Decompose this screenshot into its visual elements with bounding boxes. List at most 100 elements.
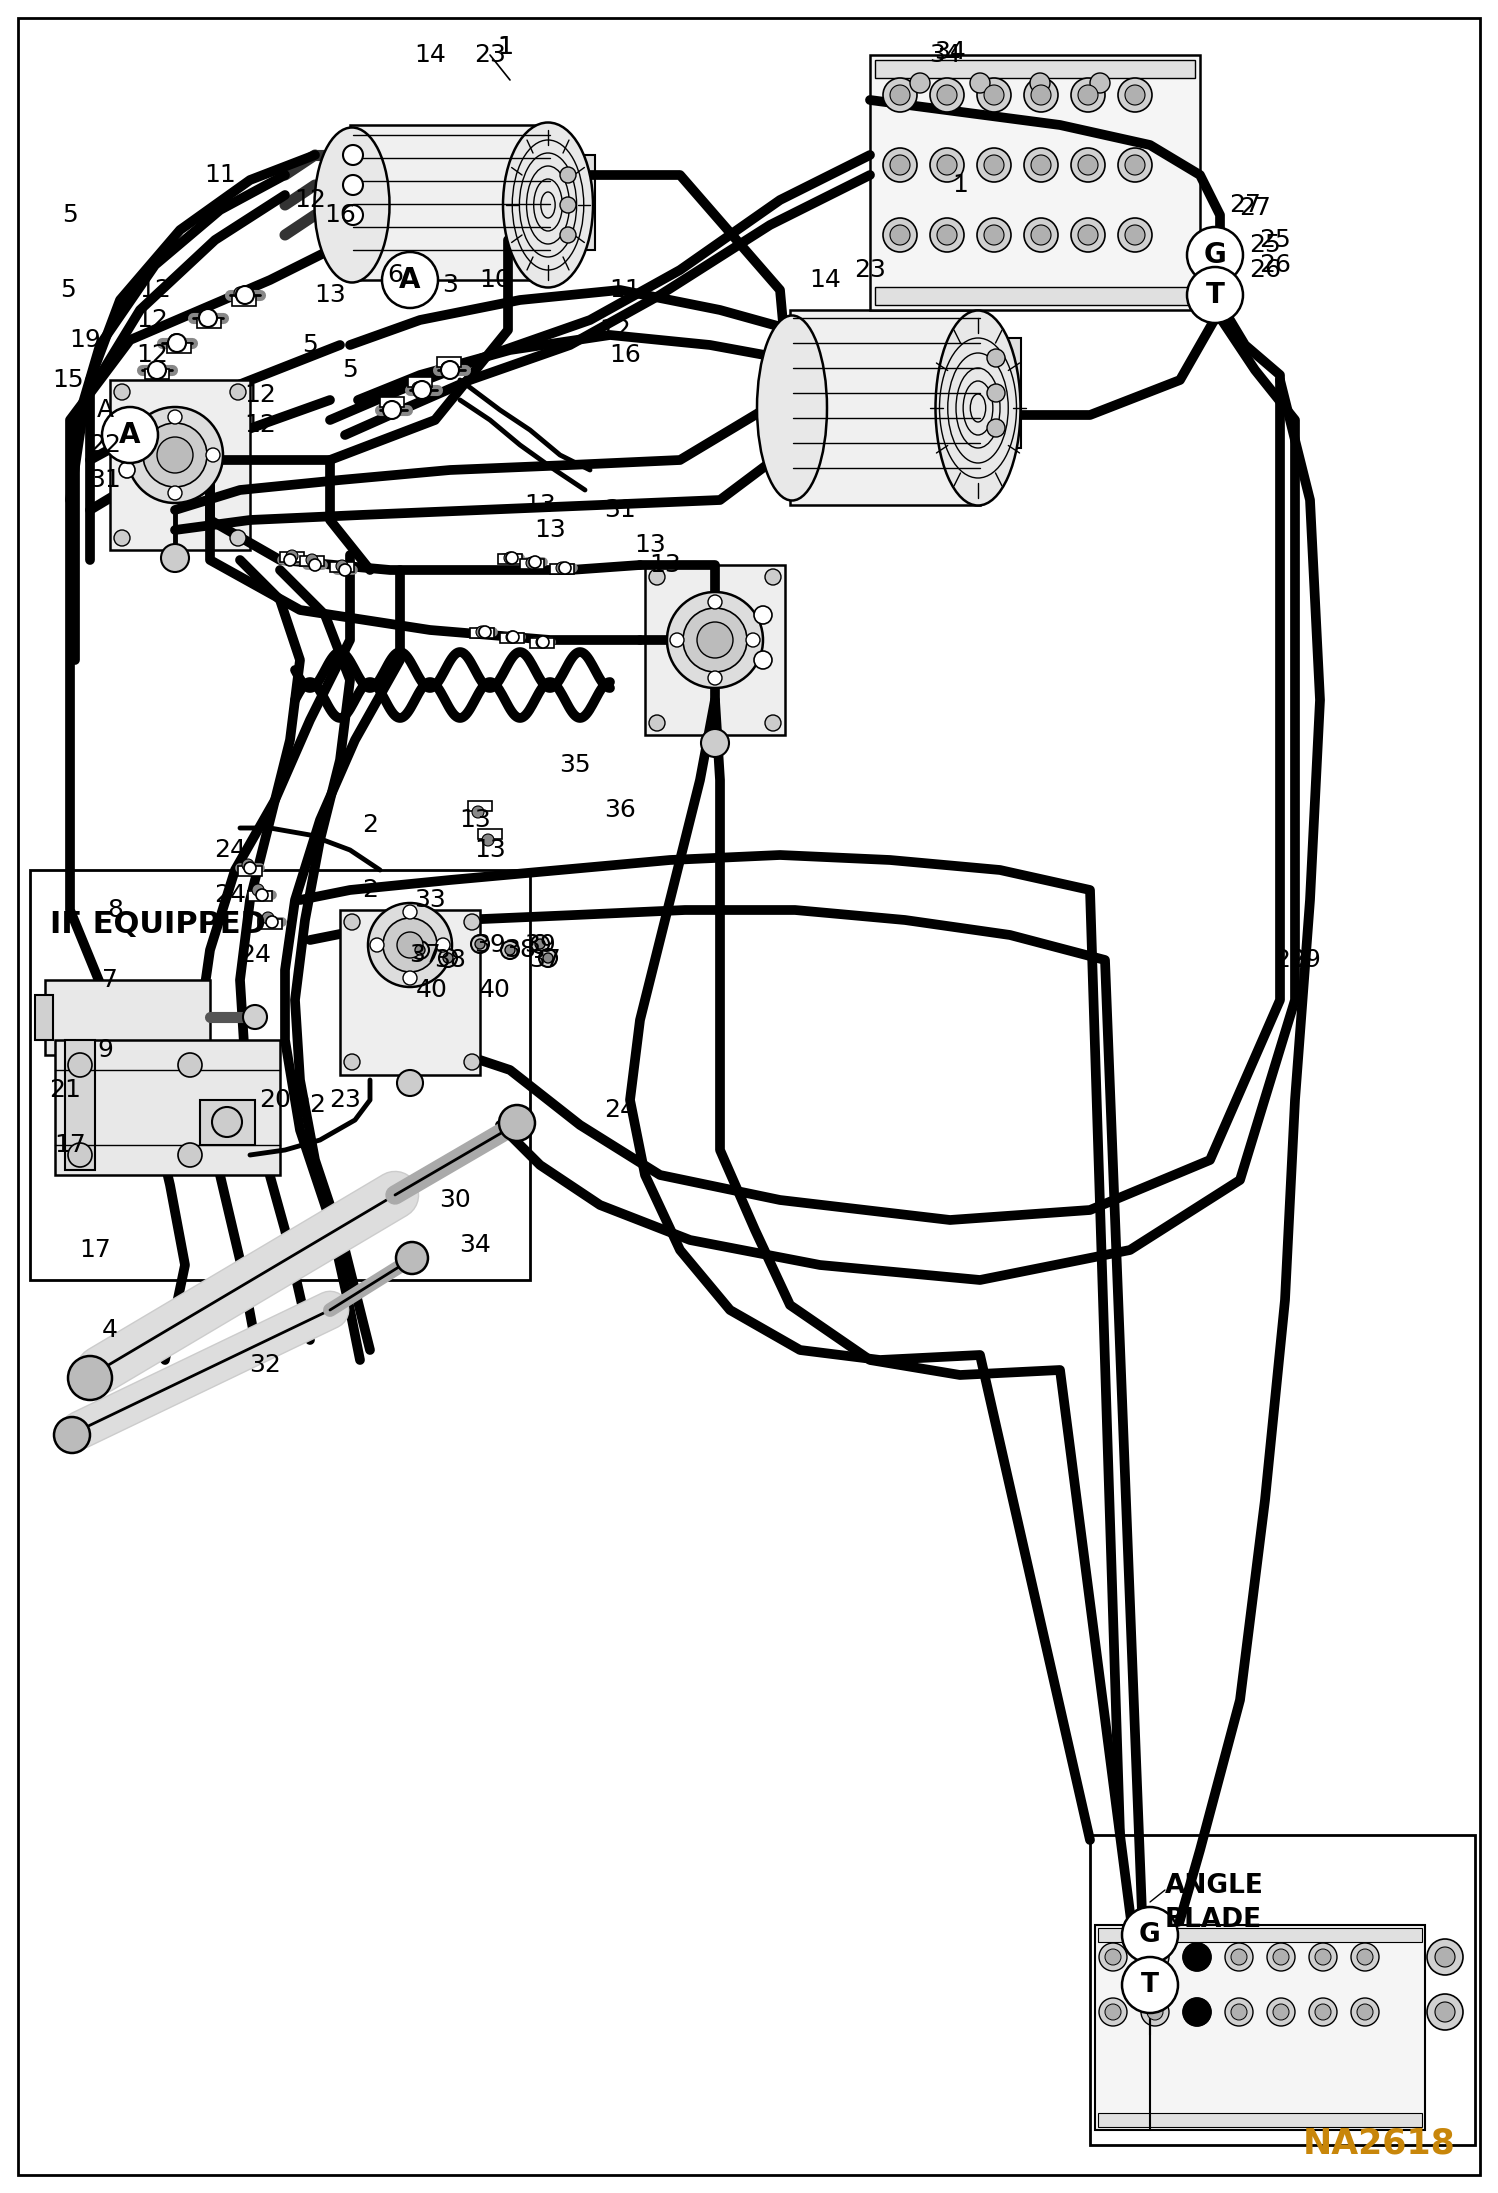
Circle shape — [1031, 72, 1050, 92]
Circle shape — [67, 1053, 91, 1077]
FancyBboxPatch shape — [238, 866, 262, 875]
Circle shape — [890, 156, 909, 175]
Circle shape — [1357, 2004, 1374, 2020]
Text: 37: 37 — [409, 943, 440, 967]
Circle shape — [114, 531, 130, 546]
Circle shape — [470, 934, 488, 954]
Text: G: G — [1203, 241, 1227, 270]
Circle shape — [178, 1053, 202, 1077]
Text: 39: 39 — [475, 932, 506, 956]
Bar — [983, 338, 1022, 447]
Text: 3: 3 — [442, 272, 458, 296]
Text: 1: 1 — [953, 173, 968, 197]
Circle shape — [339, 564, 351, 577]
Ellipse shape — [503, 123, 593, 287]
Bar — [1091, 1836, 1476, 2145]
Circle shape — [1122, 1956, 1177, 2013]
Circle shape — [765, 715, 780, 730]
Circle shape — [178, 1143, 202, 1167]
Circle shape — [930, 217, 965, 252]
Text: 31: 31 — [88, 467, 121, 491]
Circle shape — [252, 884, 264, 897]
Text: 17: 17 — [54, 1134, 85, 1158]
Circle shape — [412, 382, 424, 395]
Text: 14: 14 — [413, 44, 446, 68]
Circle shape — [336, 559, 348, 572]
Circle shape — [54, 1417, 90, 1454]
Text: 19: 19 — [69, 329, 100, 353]
Text: NA2618: NA2618 — [1302, 2125, 1455, 2160]
Text: 40: 40 — [416, 978, 448, 1002]
Text: G: G — [1138, 1921, 1161, 1947]
Circle shape — [984, 226, 1004, 246]
Circle shape — [472, 807, 484, 818]
Circle shape — [1225, 1943, 1252, 1972]
Text: 17: 17 — [79, 1239, 111, 1261]
Text: 13: 13 — [524, 493, 556, 518]
Text: 4: 4 — [102, 1318, 118, 1342]
Circle shape — [890, 226, 909, 246]
Circle shape — [1147, 1950, 1162, 1965]
Circle shape — [1315, 2004, 1332, 2020]
Circle shape — [649, 568, 665, 586]
Bar — [30, 871, 530, 1281]
Circle shape — [199, 309, 217, 327]
Text: 25: 25 — [1249, 232, 1281, 257]
Text: 11: 11 — [610, 279, 641, 303]
Circle shape — [343, 204, 363, 226]
FancyBboxPatch shape — [280, 553, 304, 561]
Circle shape — [670, 634, 685, 647]
Circle shape — [499, 1105, 535, 1140]
Bar — [875, 59, 1195, 79]
Circle shape — [1435, 1947, 1455, 1967]
Circle shape — [1309, 1943, 1338, 1972]
Circle shape — [753, 651, 771, 669]
Circle shape — [1100, 1998, 1126, 2026]
Text: 16: 16 — [324, 204, 357, 228]
Text: 5: 5 — [342, 357, 358, 382]
FancyBboxPatch shape — [550, 564, 574, 575]
Circle shape — [1106, 2004, 1121, 2020]
Text: 34: 34 — [458, 1232, 491, 1257]
Circle shape — [987, 349, 1005, 366]
Circle shape — [1273, 2004, 1288, 2020]
Circle shape — [753, 605, 771, 625]
FancyBboxPatch shape — [407, 377, 431, 386]
Circle shape — [1357, 1950, 1374, 1965]
Bar — [109, 379, 250, 550]
Text: 38: 38 — [434, 947, 466, 971]
Circle shape — [709, 671, 722, 684]
FancyBboxPatch shape — [467, 800, 491, 811]
Circle shape — [1267, 1998, 1294, 2026]
Text: 34: 34 — [935, 39, 966, 64]
Circle shape — [1118, 147, 1152, 182]
FancyBboxPatch shape — [166, 344, 190, 353]
Text: 12: 12 — [294, 189, 327, 213]
Circle shape — [343, 145, 363, 164]
Circle shape — [199, 309, 211, 320]
Circle shape — [1031, 156, 1052, 175]
Circle shape — [930, 79, 965, 112]
Text: 2: 2 — [363, 877, 377, 901]
Text: T: T — [1206, 281, 1224, 309]
Text: A: A — [96, 397, 114, 421]
Circle shape — [1231, 1950, 1246, 1965]
FancyBboxPatch shape — [196, 318, 220, 329]
Circle shape — [1189, 1950, 1204, 1965]
Circle shape — [535, 939, 545, 950]
FancyBboxPatch shape — [379, 397, 403, 408]
Circle shape — [1225, 1998, 1252, 2026]
Circle shape — [231, 384, 246, 399]
Circle shape — [244, 862, 256, 875]
Text: IF EQUIPPED: IF EQUIPPED — [49, 910, 265, 939]
Circle shape — [971, 72, 990, 92]
Circle shape — [382, 252, 437, 307]
Text: 12: 12 — [599, 318, 631, 342]
Circle shape — [709, 594, 722, 610]
Circle shape — [234, 287, 246, 298]
Text: 22: 22 — [88, 432, 121, 456]
Text: 31: 31 — [604, 498, 635, 522]
Circle shape — [243, 860, 255, 871]
Circle shape — [1025, 147, 1058, 182]
FancyBboxPatch shape — [232, 296, 256, 307]
